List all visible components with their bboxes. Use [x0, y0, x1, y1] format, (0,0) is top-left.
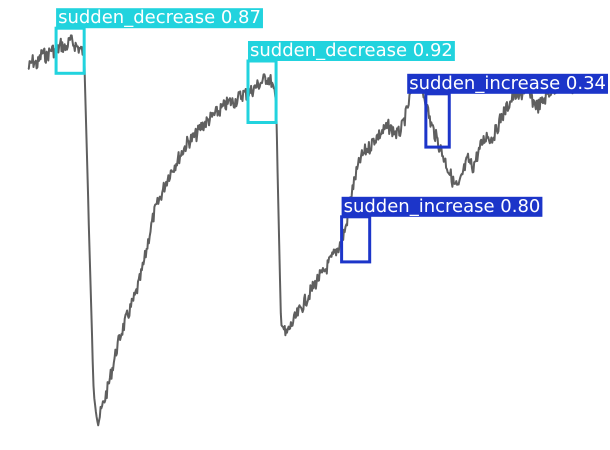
detection-label: sudden_decrease 0.92: [247, 40, 455, 61]
detection-label: sudden_decrease 0.87: [56, 7, 263, 28]
detection-label: sudden_increase 0.80: [341, 196, 543, 217]
detection-label: sudden_increase 0.34: [407, 73, 608, 94]
svg-text:sudden_increase 0.34: sudden_increase 0.34: [409, 73, 606, 94]
series-line: [27, 34, 586, 427]
svg-text:sudden_decrease 0.87: sudden_decrease 0.87: [58, 7, 261, 28]
svg-text:sudden_increase 0.80: sudden_increase 0.80: [344, 196, 541, 217]
svg-text:sudden_decrease 0.92: sudden_decrease 0.92: [250, 40, 453, 61]
